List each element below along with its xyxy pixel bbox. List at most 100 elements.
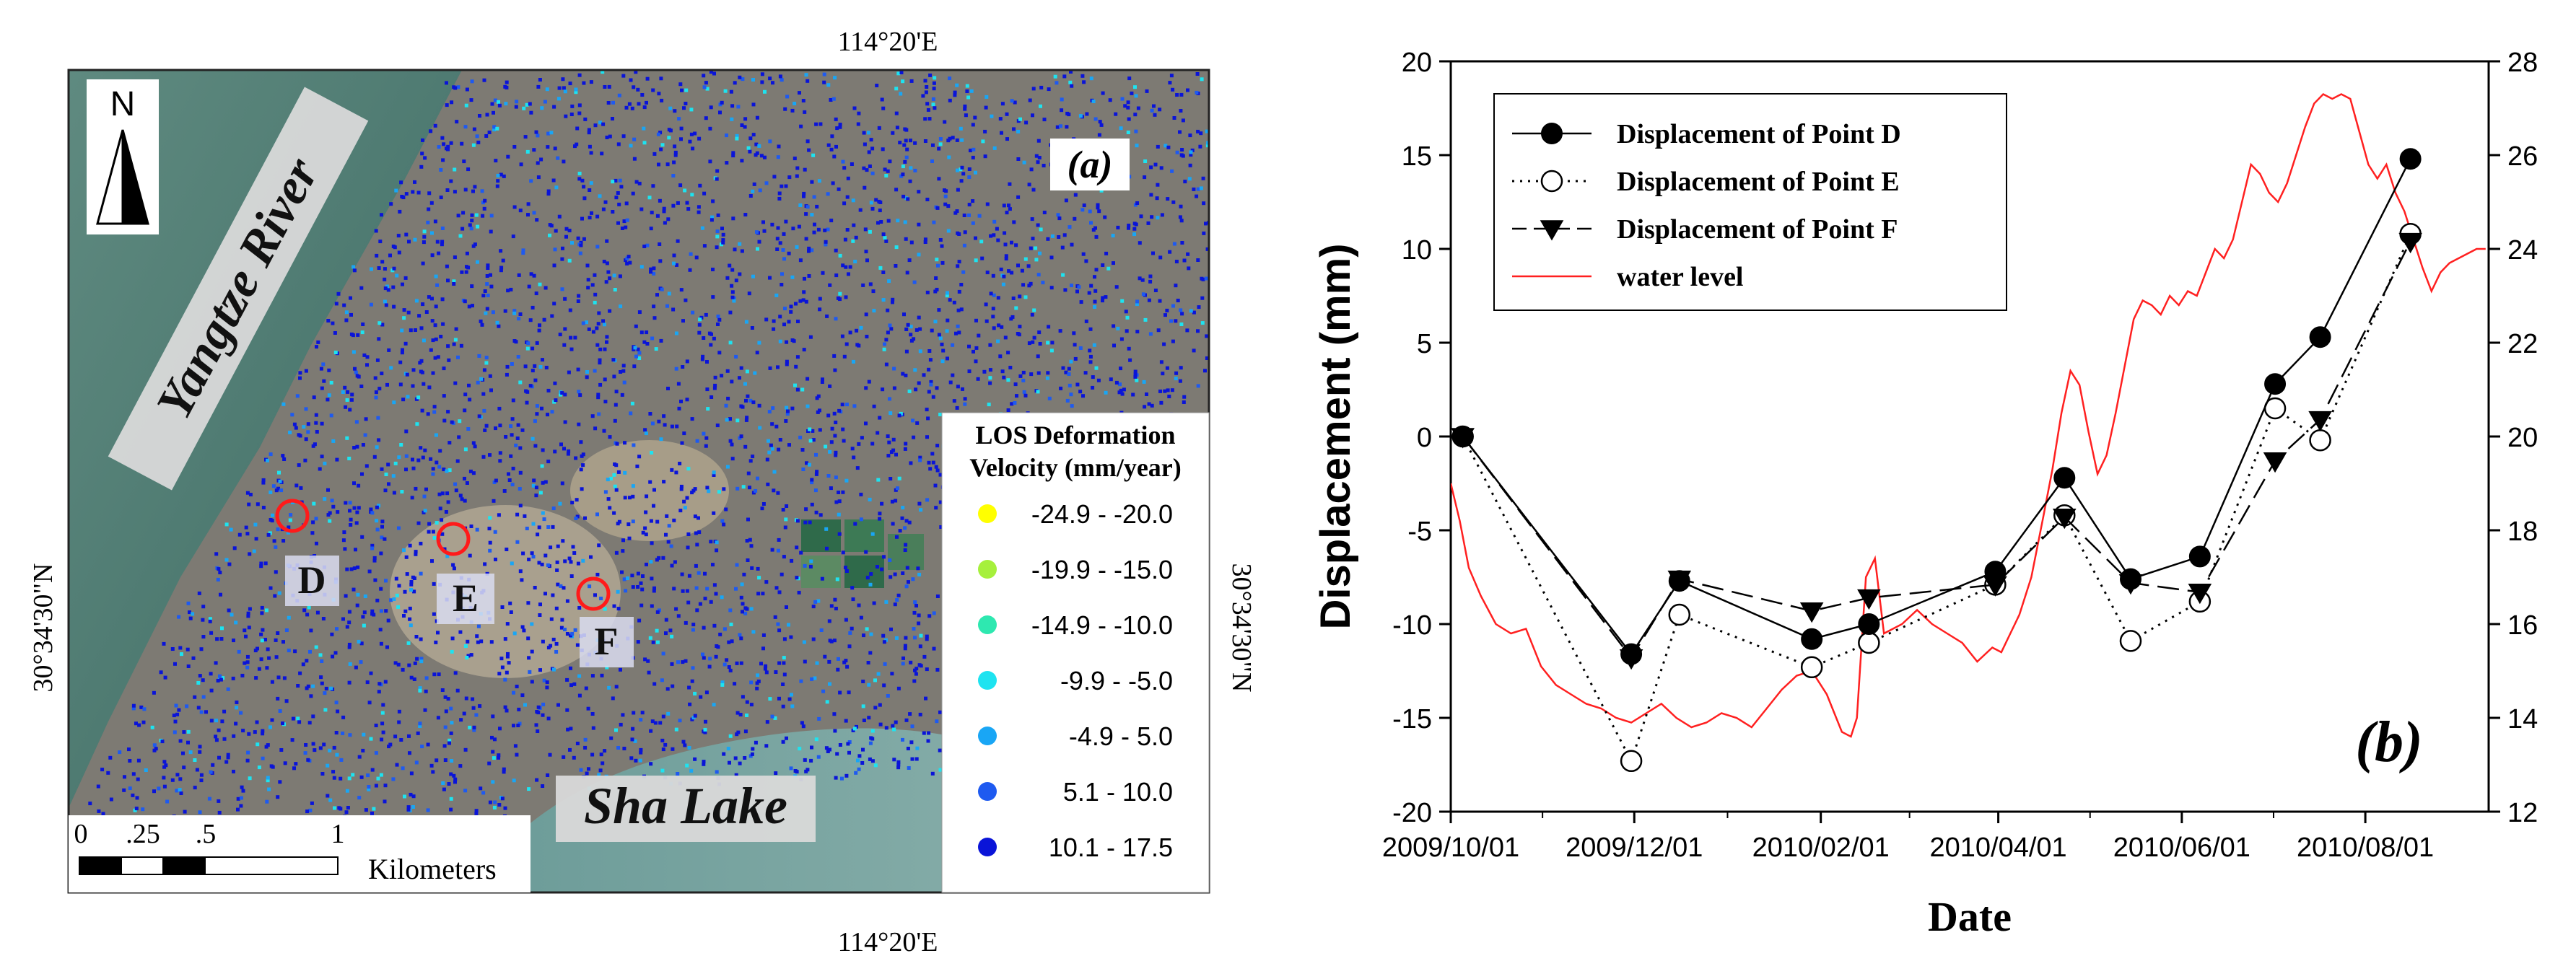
scale-tick-1: 1 bbox=[331, 819, 345, 849]
y-tick-label-8: 20 bbox=[1402, 48, 1432, 78]
y-tick-label-7: 15 bbox=[1402, 141, 1432, 172]
legend-class-label-1: -19.9 - -15.0 bbox=[1031, 555, 1173, 584]
legend-swatch-6 bbox=[978, 838, 997, 856]
y2-tick-label-5: 22 bbox=[2507, 329, 2538, 359]
lake-label: Sha Lake bbox=[584, 777, 787, 835]
series-1-point-2 bbox=[1668, 603, 1691, 626]
chart-legend-marker-1 bbox=[1540, 170, 1563, 193]
legend-swatch-4 bbox=[978, 727, 997, 745]
top-longitude-label: 114°20'E bbox=[838, 27, 938, 57]
series-0-point-0 bbox=[1451, 426, 1474, 447]
panel-a-label-box bbox=[1050, 139, 1130, 190]
legend-swatch-3 bbox=[978, 671, 997, 690]
scale-tick-0: 0 bbox=[74, 819, 88, 849]
y2-tick-label-7: 26 bbox=[2507, 141, 2538, 172]
series-line-2 bbox=[1462, 241, 2411, 660]
series-1-point-4 bbox=[1858, 631, 1880, 654]
series-0-point-3 bbox=[1801, 628, 1823, 650]
series-0-point-2 bbox=[1668, 570, 1690, 592]
series-2-point-3 bbox=[1799, 602, 1824, 623]
chart-legend-label-3: water level bbox=[1617, 262, 1744, 292]
legend-class-label-4: -4.9 - 5.0 bbox=[1069, 721, 1173, 751]
legend-title-line2: Velocity (mm/year) bbox=[969, 453, 1182, 482]
point-d-circle bbox=[275, 499, 310, 533]
y-tick-label-6: 10 bbox=[1402, 235, 1432, 266]
point-d-label: D bbox=[298, 558, 326, 602]
series-line-0 bbox=[1462, 158, 2411, 656]
y2-tick-label-6: 24 bbox=[2507, 235, 2538, 266]
series-1-point-7 bbox=[2119, 630, 2142, 652]
legend-class-label-2: -14.9 - -10.0 bbox=[1031, 610, 1173, 640]
series-0-point-8 bbox=[2188, 545, 2211, 568]
map-panel: 114°20'E 114°20'E 30°34'30"N 30°34'30"N bbox=[28, 27, 1257, 957]
x-tick-label-4: 2010/06/01 bbox=[2113, 833, 2250, 863]
north-arrow: N bbox=[87, 79, 159, 234]
series-2-point-9 bbox=[2263, 452, 2287, 473]
series-0-point-6 bbox=[2053, 467, 2076, 489]
legend-class-label-6: 10.1 - 17.5 bbox=[1049, 833, 1173, 862]
x-tick-label-0: 2009/10/01 bbox=[1382, 833, 1519, 863]
y2-tick-label-1: 14 bbox=[2507, 704, 2538, 734]
series-1-point-3 bbox=[1800, 656, 1823, 679]
construction-site bbox=[390, 505, 621, 678]
legend-class-label-0: -24.9 - -20.0 bbox=[1031, 499, 1173, 529]
y-axis-title: Displacement (mm) bbox=[1312, 243, 1359, 629]
chart-legend: Displacement of Point D Displacement of P… bbox=[1493, 93, 2007, 311]
y-tick-label-1: -15 bbox=[1392, 704, 1432, 734]
x-tick-label-3: 2010/04/01 bbox=[1930, 833, 2067, 863]
series-0-point-5 bbox=[1984, 561, 2007, 583]
series-0-point-4 bbox=[1858, 613, 1880, 635]
chart-legend-marker-0 bbox=[1541, 123, 1563, 144]
chart-legend-marker-2 bbox=[1540, 220, 1564, 241]
panel-a-label: (a) bbox=[1067, 143, 1113, 186]
series-2-point-4 bbox=[1857, 589, 1881, 610]
chart-legend-label-2: Displacement of Point F bbox=[1617, 214, 1898, 245]
legend-class-label-3: -9.9 - -5.0 bbox=[1060, 666, 1173, 695]
legend-swatch-1 bbox=[978, 560, 997, 579]
right-latitude-label: 30°34'30"N bbox=[1226, 563, 1257, 693]
series-2-point-11 bbox=[2398, 232, 2422, 254]
series-0-point-10 bbox=[2309, 326, 2331, 348]
panel-b-label: (b) bbox=[2355, 711, 2422, 774]
legend-swatch-2 bbox=[978, 615, 997, 634]
series-0-point-11 bbox=[2399, 148, 2422, 170]
point-f-circle bbox=[576, 576, 611, 611]
series-2-point-8 bbox=[2188, 584, 2212, 605]
series-0-point-1 bbox=[1620, 643, 1643, 665]
legend-title-line1: LOS Deformation bbox=[976, 421, 1176, 449]
point-e-label: E bbox=[453, 576, 479, 620]
series-1-point-1 bbox=[1620, 750, 1643, 773]
y-tick-label-3: -5 bbox=[1407, 517, 1432, 547]
chart-legend-label-0: Displacement of Point D bbox=[1617, 119, 1901, 149]
series-2-point-10 bbox=[2308, 411, 2332, 432]
bottom-longitude-label: 114°20'E bbox=[838, 927, 938, 957]
y-tick-label-2: -10 bbox=[1392, 610, 1432, 641]
chart-legend-label-1: Displacement of Point E bbox=[1617, 167, 1900, 197]
chart-panel: -20 -15 -10 -5 0 5 10 15 20 12 14 16 18 20 22 24 26 28 200… bbox=[1312, 48, 2538, 940]
point-markers: D E F bbox=[275, 499, 634, 667]
y2-tick-label-0: 12 bbox=[2507, 798, 2538, 828]
y2-tick-label-8: 28 bbox=[2507, 48, 2538, 78]
y-tick-label-0: -20 bbox=[1392, 798, 1432, 828]
y2-tick-label-2: 16 bbox=[2507, 610, 2538, 641]
x-axis-title: Date bbox=[1928, 893, 2012, 940]
x-tick-label-1: 2009/12/01 bbox=[1566, 833, 1703, 863]
series-line-1 bbox=[1462, 233, 2411, 764]
x-tick-label-5: 2010/08/01 bbox=[2297, 833, 2434, 863]
series-0-point-7 bbox=[2119, 568, 2141, 590]
legend-swatch-0 bbox=[978, 504, 997, 523]
series-2-point-6 bbox=[2052, 509, 2077, 530]
x-tick-label-2: 2010/02/01 bbox=[1752, 833, 1890, 863]
y2-tick-label-3: 18 bbox=[2507, 517, 2538, 547]
series-1-point-10 bbox=[2309, 429, 2331, 452]
point-f-label: F bbox=[595, 620, 619, 663]
series-3 bbox=[1451, 92, 2486, 738]
legend-swatch-5 bbox=[978, 782, 997, 801]
series-0 bbox=[1451, 148, 2422, 665]
scale-unit: Kilometers bbox=[368, 853, 497, 885]
chart-axes: -20 -15 -10 -5 0 5 10 15 20 12 14 16 18 20 22 24 26 28 200… bbox=[1382, 48, 2538, 863]
velocity-legend: LOS Deformation Velocity (mm/year) -24.9… bbox=[941, 412, 1210, 893]
scale-bar: 0 .25 .5 1 Kilometers bbox=[69, 815, 531, 892]
y-tick-label-5: 5 bbox=[1417, 329, 1432, 359]
